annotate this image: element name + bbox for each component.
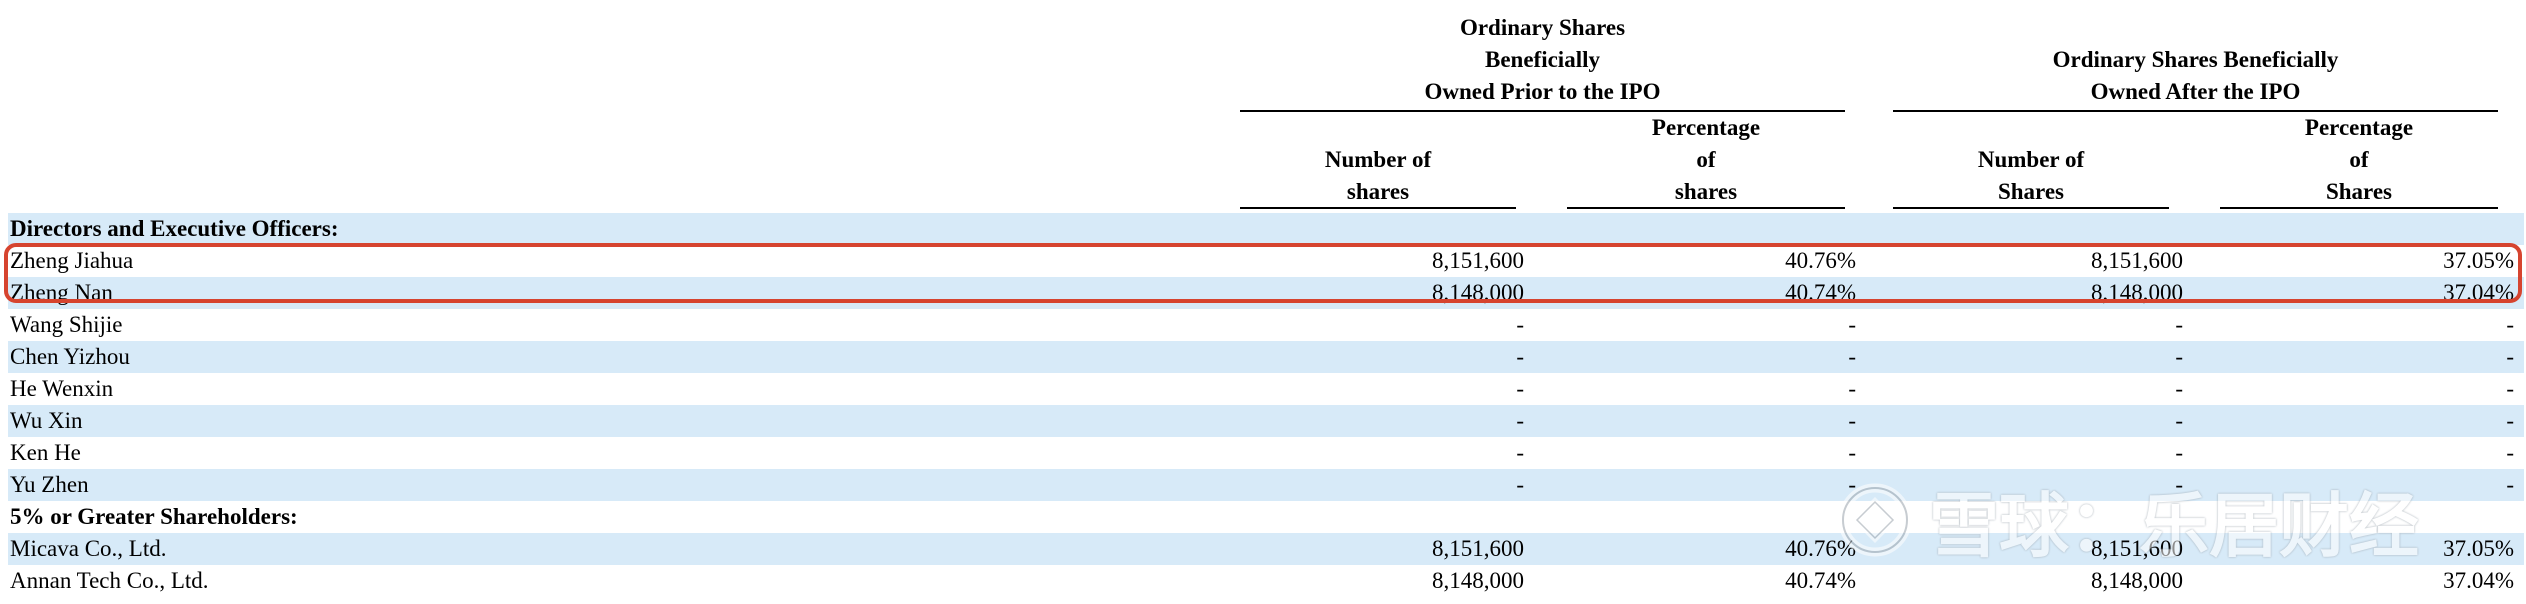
header-prior-number: Number of shares <box>1240 144 1516 208</box>
after-shares-cell: - <box>2175 408 2183 433</box>
header-line: Percentage <box>1651 115 1761 140</box>
header-rule-prior-number <box>1240 207 1516 209</box>
holder-name: Micava Co., Ltd. <box>10 536 167 561</box>
header-line: shares <box>1674 179 1738 204</box>
header-rule-after-number <box>1893 207 2169 209</box>
watermark: 雪球：乐居财经 <box>1835 475 2419 567</box>
holder-name: He Wenxin <box>10 376 114 401</box>
header-rule-after <box>1893 110 2498 112</box>
after-shares-cell: 8,148,000 <box>2091 568 2183 593</box>
prior-percentage-cell: 40.76% <box>1785 248 1856 273</box>
prior-percentage-cell: 40.74% <box>1785 568 1856 593</box>
header-prior-percentage: Percentage of shares <box>1567 112 1845 208</box>
prior-percentage-cell: - <box>1848 376 1856 401</box>
after-percentage-cell: - <box>2506 408 2514 433</box>
table-row: Annan Tech Co., Ltd. 8,148,000 40.74% 8,148… <box>8 565 2524 597</box>
prior-percentage-cell: - <box>1848 312 1856 337</box>
holder-name: Wu Xin <box>10 408 83 433</box>
table-row: He Wenxin - - - - <box>8 373 2524 405</box>
prior-shares-cell: - <box>1516 408 1524 433</box>
prior-percentage-cell: 40.76% <box>1785 536 1856 561</box>
after-percentage-cell: 37.05% <box>2443 536 2514 561</box>
section-title: Directors and Executive Officers: <box>10 216 339 241</box>
prior-shares-cell: - <box>1516 472 1524 497</box>
section-header-row: Directors and Executive Officers: <box>8 213 2524 245</box>
table-row: Wang Shijie - - - - <box>8 309 2524 341</box>
header-rule-prior <box>1240 110 1845 112</box>
after-shares-cell: - <box>2175 312 2183 337</box>
table-row: Wu Xin - - - - <box>8 405 2524 437</box>
watermark-text: 雪球：乐居财经 <box>1929 484 2419 567</box>
header-line: of <box>1696 147 1716 172</box>
after-shares-cell: 8,151,600 <box>2091 536 2183 561</box>
after-percentage-cell: 37.04% <box>2443 568 2514 593</box>
header-line: Shares <box>2325 179 2393 204</box>
holder-name: Yu Zhen <box>10 472 89 497</box>
header-group-after-ipo: Ordinary Shares Beneficially Owned After… <box>1893 44 2498 108</box>
shareholding-table-body: Directors and Executive Officers: Zheng J… <box>8 213 2524 597</box>
after-percentage-cell: - <box>2506 472 2514 497</box>
prior-shares-cell: 8,151,600 <box>1432 248 1524 273</box>
after-percentage-cell: - <box>2506 344 2514 369</box>
after-percentage-cell: - <box>2506 440 2514 465</box>
header-line: Owned After the IPO <box>2090 79 2301 104</box>
prior-shares-cell: - <box>1516 376 1524 401</box>
holder-name: Zheng Jiahua <box>10 248 134 273</box>
highlight-box <box>4 243 2522 303</box>
header-line: Number of <box>1324 147 1432 172</box>
header-after-percentage: Percentage of Shares <box>2220 112 2498 208</box>
header-line: Ordinary Shares Beneficially <box>2052 47 2339 72</box>
header-line: Owned Prior to the IPO <box>1424 79 1661 104</box>
prior-shares-cell: - <box>1516 312 1524 337</box>
table-row: Ken He - - - - <box>8 437 2524 469</box>
prior-shares-cell: - <box>1516 344 1524 369</box>
table-row: Chen Yizhou - - - - <box>8 341 2524 373</box>
holder-name: Ken He <box>10 440 81 465</box>
after-shares-cell: - <box>2175 376 2183 401</box>
after-shares-cell: - <box>2175 472 2183 497</box>
snowball-logo-icon <box>1838 483 1912 557</box>
prior-percentage-cell: - <box>1848 472 1856 497</box>
header-after-number: Number of Shares <box>1893 144 2169 208</box>
header-rule-after-percentage <box>2220 207 2498 209</box>
holder-name: Chen Yizhou <box>10 344 130 369</box>
header-line: Beneficially <box>1485 47 1600 72</box>
section-header-row: 5% or Greater Shareholders: <box>8 501 2524 533</box>
header-line: Number of <box>1977 147 2085 172</box>
table-row: Yu Zhen - - - - <box>8 469 2524 501</box>
prior-shares-cell: - <box>1516 440 1524 465</box>
header-line: Shares <box>1997 179 2065 204</box>
table-row: Zheng Jiahua 8,151,600 40.76% 8,151,600 37.0… <box>8 245 2524 277</box>
after-shares-cell: - <box>2175 440 2183 465</box>
prior-percentage-cell: - <box>1848 344 1856 369</box>
header-line: Ordinary Shares <box>1459 15 1626 40</box>
prior-shares-cell: 8,151,600 <box>1432 536 1524 561</box>
header-line: of <box>2349 147 2369 172</box>
holder-name: Wang Shijie <box>10 312 123 337</box>
after-shares-cell: - <box>2175 344 2183 369</box>
holder-name: Annan Tech Co., Ltd. <box>10 568 209 593</box>
table-row: Micava Co., Ltd. 8,151,600 40.76% 8,151,600… <box>8 533 2524 565</box>
after-percentage-cell: - <box>2506 376 2514 401</box>
section-title: 5% or Greater Shareholders: <box>10 504 298 529</box>
header-line: Percentage <box>2304 115 2414 140</box>
after-shares-cell: 8,151,600 <box>2091 248 2183 273</box>
prior-percentage-cell: - <box>1848 440 1856 465</box>
table-row: Zheng Nan 8,148,000 40.74% 8,148,000 37.04% <box>8 277 2524 309</box>
after-percentage-cell: - <box>2506 312 2514 337</box>
header-line: shares <box>1346 179 1410 204</box>
after-percentage-cell: 37.05% <box>2443 248 2514 273</box>
header-group-prior-ipo: Ordinary Shares Beneficially Owned Prior… <box>1240 12 1845 108</box>
prior-shares-cell: 8,148,000 <box>1432 568 1524 593</box>
prior-percentage-cell: - <box>1848 408 1856 433</box>
header-rule-prior-percentage <box>1567 207 1845 209</box>
